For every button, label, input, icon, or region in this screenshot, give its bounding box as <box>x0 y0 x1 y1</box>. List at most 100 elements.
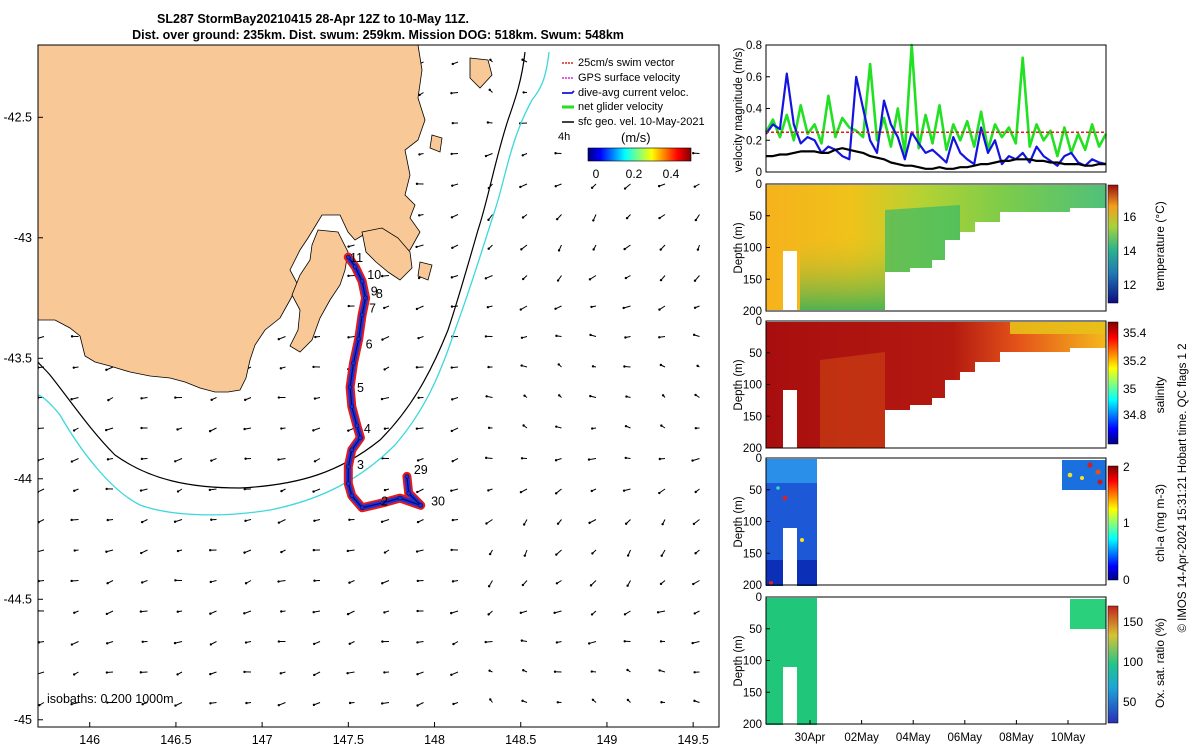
velocity-arrow-head <box>696 364 699 368</box>
velocity-arrow-head <box>277 640 281 643</box>
velocity-arrow <box>278 519 286 524</box>
velocity-arrow-head <box>692 151 695 155</box>
velocity-arrow-head <box>519 308 522 311</box>
velocity-arrow-head <box>277 521 281 524</box>
track-day-label: 3 <box>357 458 364 472</box>
velocity-arrow-head <box>589 333 592 337</box>
depth-tick-label: 100 <box>743 656 762 668</box>
velocity-arrow-head <box>174 460 177 463</box>
velocity-arrow-head <box>208 429 212 433</box>
velocity-y-tick-label: 0.8 <box>746 40 762 52</box>
temperature-cbar-label: temperature (°C) <box>1153 201 1167 291</box>
velocity-arrow-head <box>383 611 386 614</box>
velocity-arrow-head <box>416 520 420 524</box>
salinity-cbar-tick-3: 35.4 <box>1123 326 1147 340</box>
velocity-arrow-head <box>484 456 488 460</box>
track-point <box>349 447 354 453</box>
velocity-arrow-head <box>489 58 492 62</box>
velocity-arrow-head <box>553 611 556 615</box>
velocity-arrow-head <box>487 218 490 222</box>
chlorophyll-depth-ticks: 0 50 100 150 200 <box>743 453 770 592</box>
date-tick-label: 02May <box>844 732 879 744</box>
velocity-arrow-head <box>174 704 177 707</box>
chlorophyll-ylabel: Depth (m) <box>733 496 745 547</box>
velocity-arrow-head <box>139 610 143 613</box>
colorbar-tick-2: 0.4 <box>663 167 680 181</box>
velocity-arrow-head <box>383 551 387 554</box>
velocity-arrow-head <box>521 216 525 219</box>
map-x-tick-label: 147.5 <box>333 733 364 747</box>
track-point <box>356 336 361 342</box>
velocity-arrow-head <box>139 489 143 492</box>
velocity-arrow-head <box>658 216 661 220</box>
velocity-arrow-head <box>555 553 558 556</box>
depth-tick-label: 50 <box>749 348 762 360</box>
velocity-arrow-head <box>277 703 281 707</box>
velocity-arrow-head <box>554 459 558 462</box>
velocity-arrow-head <box>38 641 41 644</box>
velocity-arrow-head <box>105 642 109 645</box>
track-point <box>404 474 410 479</box>
velocity-arrow-head <box>452 702 455 706</box>
velocity-arrow-head <box>624 336 627 339</box>
velocity-arrow-head <box>140 426 143 430</box>
velocity-arrow-head <box>451 459 454 463</box>
velocity-arrow-head <box>209 612 212 615</box>
velocity-y-tick-label: 0 <box>756 167 762 179</box>
velocity-arrow-head <box>556 522 560 525</box>
velocity-arrow-head <box>694 427 698 430</box>
velocity-arrow-head <box>313 460 317 463</box>
velocity-arrow-head <box>484 154 488 158</box>
map-y-tick-label: -42.5 <box>4 110 33 124</box>
velocity-arrow-head <box>624 276 628 280</box>
depth-tick-label: 100 <box>743 380 762 392</box>
velocity-arrow-head <box>209 549 212 552</box>
date-tick-label: 06May <box>948 732 983 744</box>
velocity-arrow-head <box>105 368 108 372</box>
velocity-arrow-head <box>588 521 591 525</box>
velocity-arrow-head <box>623 640 626 643</box>
velocity-arrow-head <box>450 276 454 279</box>
chlorophyll-gap <box>783 528 797 586</box>
velocity-arrow-head <box>416 459 420 462</box>
track-day-label: 29 <box>414 463 428 477</box>
map-y-tick-label: -45 <box>14 713 32 727</box>
speed-colorbar <box>587 147 692 162</box>
velocity-arrow-head <box>70 518 73 522</box>
velocity-arrow-head <box>381 640 384 643</box>
depth-tick-label: 200 <box>743 719 762 731</box>
velocity-arrow-head <box>450 429 454 433</box>
velocity-arrow-head <box>210 398 213 402</box>
velocity-arrow-head <box>451 62 454 66</box>
depth-tick-label: 200 <box>743 580 762 592</box>
velocity-arrow-head <box>105 671 109 674</box>
salinity-gap <box>783 390 797 448</box>
velocity-arrow-head <box>693 612 696 615</box>
velocity-arrow-head <box>383 306 386 310</box>
oxygen-cbar-tick-2: 150 <box>1123 615 1143 629</box>
velocity-arrow-head <box>488 552 492 556</box>
map-x-tick-label: 146.5 <box>160 733 191 747</box>
velocity-arrow-head <box>140 397 143 400</box>
chlorophyll-cbar-label: chl-a (mg m-3) <box>1153 484 1167 562</box>
velocity-arrow-head <box>415 550 419 553</box>
velocity-arrow-head <box>173 520 177 523</box>
track-point <box>358 435 363 441</box>
velocity-arrow-head <box>243 612 246 615</box>
depth-tick-label: 100 <box>743 243 762 255</box>
velocity-arrow-head <box>694 490 697 494</box>
velocity-series <box>764 43 1108 170</box>
velocity-arrow-head <box>70 703 73 706</box>
velocity-arrow <box>382 336 390 341</box>
velocity-arrow-head <box>174 579 177 582</box>
depth-tick-label: 150 <box>743 411 762 423</box>
velocity-arrow-head <box>346 671 349 675</box>
map-legend: 25cm/s swim vector GPS surface velocity … <box>555 52 718 181</box>
velocity-arrow-head <box>416 609 419 613</box>
velocity-arrow-head <box>243 427 246 431</box>
depth-tick-label: 50 <box>749 624 762 636</box>
velocity-arrow-head <box>72 366 76 369</box>
velocity-arrow-head <box>591 365 595 368</box>
salinity-field <box>766 322 1106 448</box>
